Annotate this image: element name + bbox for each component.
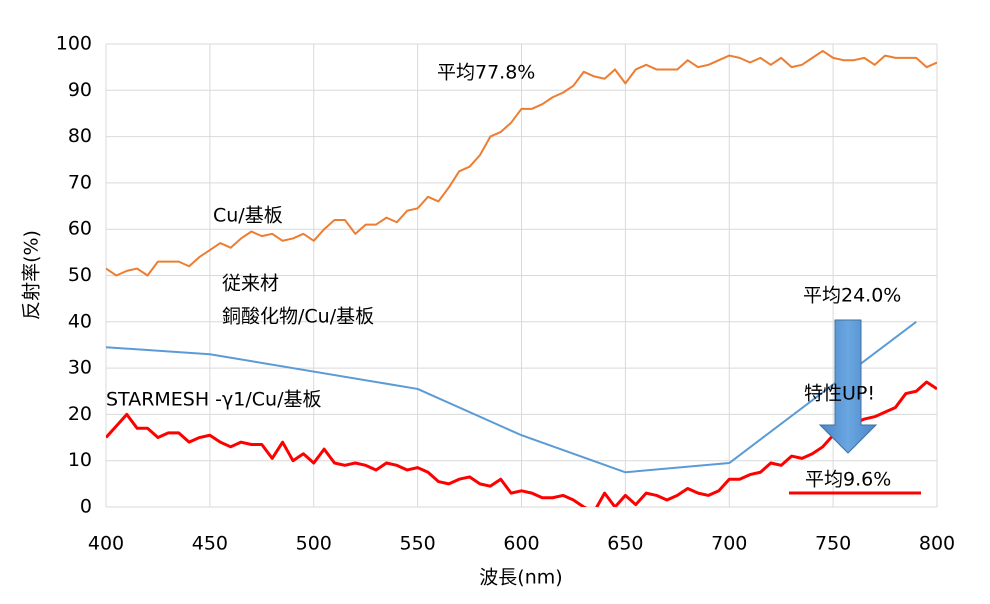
arrow <box>818 319 878 454</box>
y-tick-label: 90 <box>68 79 92 101</box>
x-tick-label: 400 <box>88 533 124 555</box>
x-axis-title: 波長(nm) <box>479 567 562 589</box>
x-tick-label: 750 <box>815 533 851 555</box>
line <box>106 49 937 277</box>
y-tick-label: 0 <box>80 496 92 518</box>
y-tick-label: 30 <box>68 357 92 379</box>
line <box>106 321 917 474</box>
line <box>106 380 937 507</box>
series-label: Cu/基板 <box>213 205 283 227</box>
x-tick-label: 650 <box>607 533 643 555</box>
annotation: 平均9.6% <box>805 469 891 491</box>
x-tick-label: 500 <box>296 533 332 555</box>
x-tick-label: 600 <box>503 533 539 555</box>
y-tick-label: 20 <box>68 403 92 425</box>
series-label: 銅酸化物/Cu/基板 <box>222 306 374 328</box>
x-tick-label: 800 <box>919 533 955 555</box>
y-tick-label: 50 <box>68 264 92 286</box>
y-tick-label: 80 <box>68 125 92 147</box>
y-tick-label: 100 <box>56 33 92 55</box>
annotation: 平均24.0% <box>803 285 901 307</box>
annotation: 平均77.8% <box>437 62 535 84</box>
y-axis-title: 反射率(%) <box>21 230 43 320</box>
annotation: 特性UP! <box>804 383 875 405</box>
x-tick-label: 450 <box>192 533 228 555</box>
series-label: STARMESH -γ1/Cu/基板 <box>106 389 321 411</box>
x-tick-label: 550 <box>399 533 435 555</box>
x-tick-label: 700 <box>711 533 747 555</box>
y-tick-label: 40 <box>68 310 92 332</box>
y-tick-label: 70 <box>68 171 92 193</box>
y-tick-label: 10 <box>68 449 92 471</box>
series-label: 従来材 <box>222 273 279 295</box>
y-tick-label: 60 <box>68 218 92 240</box>
